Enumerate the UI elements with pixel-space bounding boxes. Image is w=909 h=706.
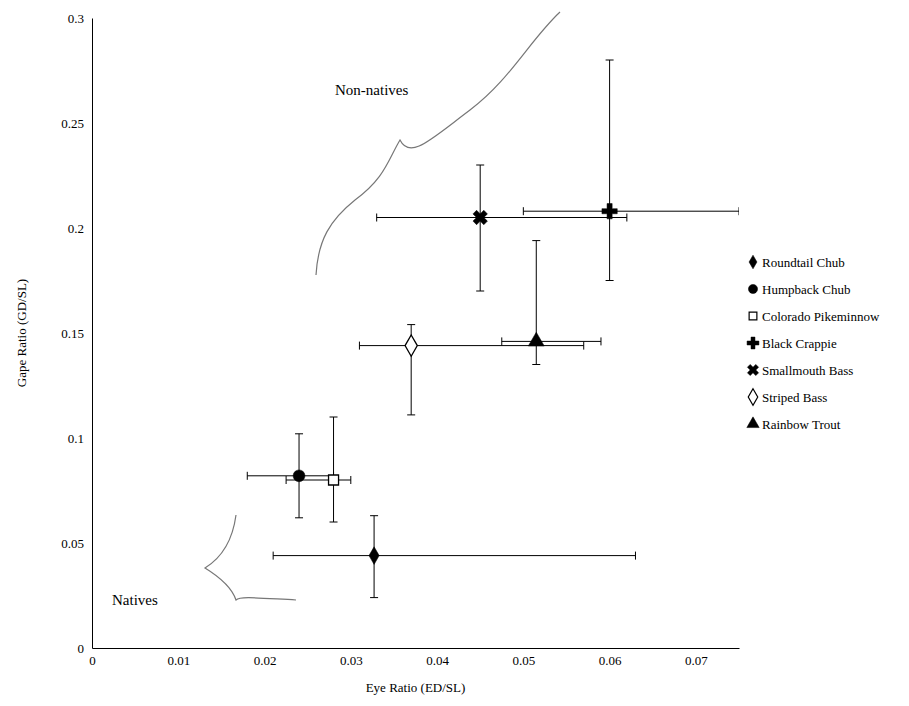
y-error-bar <box>476 165 484 291</box>
tick: 0.03 <box>340 648 363 668</box>
bracket <box>316 12 560 275</box>
point <box>469 207 491 229</box>
legend-symbol <box>749 312 757 320</box>
tick-label: 0.15 <box>61 326 84 341</box>
series <box>523 60 739 281</box>
legend-symbol <box>749 255 757 269</box>
tick: 0.05 <box>61 536 92 551</box>
x-error-bar <box>273 552 635 560</box>
tick-label: 0.02 <box>254 653 277 668</box>
legend-item: Humpback Chub <box>748 282 850 297</box>
annotations: Non-natives Natives <box>112 12 560 608</box>
legend: Roundtail Chub Humpback Chub Colorado Pike… <box>745 255 880 432</box>
tick: 0.2 <box>68 221 92 236</box>
plot: 0 0.01 0.02 0.03 0.04 0.05 0.06 0.07 0 0.05 0.1 0.1… <box>61 11 739 669</box>
point <box>369 547 379 565</box>
x-error-bar <box>502 337 601 345</box>
axis-line <box>92 19 93 649</box>
legend-symbol <box>748 284 757 293</box>
marks <box>247 60 739 598</box>
point <box>329 475 339 485</box>
legend-label: Rainbow Trout <box>762 417 841 432</box>
tick-label: 0 <box>78 641 85 656</box>
y-error-bar <box>330 417 338 522</box>
series <box>377 165 627 291</box>
series <box>359 325 583 415</box>
tick-label: 0.04 <box>426 653 449 668</box>
tick: 0.05 <box>512 648 535 668</box>
legend-label: Humpback Chub <box>762 282 850 297</box>
legend-symbol <box>747 337 759 349</box>
tick: 0.3 <box>68 11 92 26</box>
legend-label: Smallmouth Bass <box>762 363 853 378</box>
legend-item: Rainbow Trout <box>747 417 841 432</box>
chart: 0 0.01 0.02 0.03 0.04 0.05 0.06 0.07 0 0.05 0.1 0.1… <box>0 0 909 706</box>
x-error-bar <box>247 472 333 480</box>
x-axis: 0 0.01 0.02 0.03 0.04 0.05 0.06 0.07 <box>89 648 739 668</box>
tick: 0.25 <box>61 116 92 131</box>
tick-label: 0.06 <box>599 653 622 668</box>
legend-label: Black Crappie <box>762 336 837 351</box>
tick: 0.01 <box>167 648 190 668</box>
legend-label: Roundtail Chub <box>762 255 845 270</box>
series <box>502 241 601 365</box>
tick: 0.07 <box>685 648 708 668</box>
point <box>602 204 617 219</box>
x-error-bar <box>523 207 739 215</box>
y-error-bar <box>606 60 614 281</box>
tick-label: 0.1 <box>68 431 84 446</box>
y-axis-title: Gape Ratio (GD/SL) <box>14 279 29 387</box>
x-error-bar <box>359 342 583 350</box>
y-axis: 0 0.05 0.1 0.15 0.2 0.25 0.3 <box>61 11 92 656</box>
x-error-bar <box>377 214 627 222</box>
tick: 0.15 <box>61 326 92 341</box>
tick-label: 0 <box>89 653 96 668</box>
legend-item: Smallmouth Bass <box>745 362 854 379</box>
bracket <box>205 515 296 600</box>
tick-label: 0.05 <box>512 653 535 668</box>
tick-label: 0.3 <box>68 11 84 26</box>
tick: 0.06 <box>599 648 622 668</box>
legend-label: Striped Bass <box>762 390 827 405</box>
annotation: Natives <box>112 592 158 608</box>
legend-symbol <box>745 362 762 379</box>
series <box>286 417 351 522</box>
tick-label: 0.01 <box>167 653 190 668</box>
legend-item: Roundtail Chub <box>749 255 845 270</box>
legend-item: Colorado Pikeminnow <box>749 309 880 324</box>
tick-label: 0.05 <box>61 536 84 551</box>
series <box>273 516 635 598</box>
tick-label: 0.07 <box>685 653 708 668</box>
axis-line <box>93 648 740 649</box>
legend-item: Striped Bass <box>748 389 827 405</box>
series <box>247 434 333 518</box>
tick: 0 <box>89 648 96 668</box>
x-axis-title: Eye Ratio (ED/SL) <box>366 680 466 695</box>
tick-label: 0.2 <box>68 221 84 236</box>
legend-symbol <box>747 417 759 428</box>
tick-label: 0.25 <box>61 116 84 131</box>
x-error-bar <box>286 476 351 484</box>
annotation: Non-natives <box>335 82 408 98</box>
tick: 0.04 <box>426 648 449 668</box>
legend-symbol <box>748 389 757 405</box>
legend-item: Black Crappie <box>747 336 837 351</box>
tick: 0.1 <box>68 431 92 446</box>
tick: 0.02 <box>254 648 277 668</box>
point <box>528 332 544 346</box>
legend-label: Colorado Pikeminnow <box>762 309 880 324</box>
tick-label: 0.03 <box>340 653 363 668</box>
point <box>405 335 417 356</box>
tick: 0 <box>78 641 93 656</box>
